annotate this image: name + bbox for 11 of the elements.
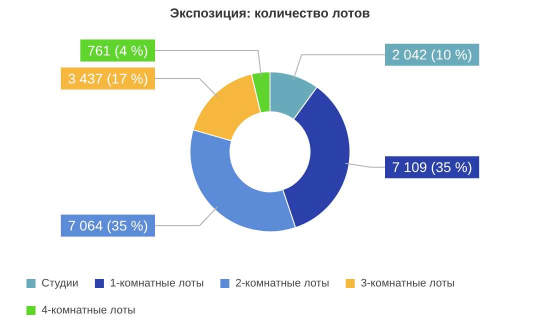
- data-label: 3 437 (17 %): [68, 70, 148, 86]
- legend-label: 3-комнатные лоты: [360, 278, 455, 290]
- chart-title: Экспозиция: количество лотов: [170, 5, 370, 20]
- legend-label: Студии: [42, 278, 78, 290]
- legend-label: 1-комнатные лоты: [110, 278, 204, 290]
- legend-label: 2-комнатные лоты: [235, 278, 330, 290]
- data-label: 7 064 (35 %): [68, 217, 148, 234]
- data-label: 761 (4 %): [87, 42, 148, 58]
- data-label: 2 042 (10 %): [392, 46, 472, 63]
- legend-label: 4-комнатные лоты: [42, 304, 136, 317]
- data-label: 7 109 (35 %): [392, 159, 472, 176]
